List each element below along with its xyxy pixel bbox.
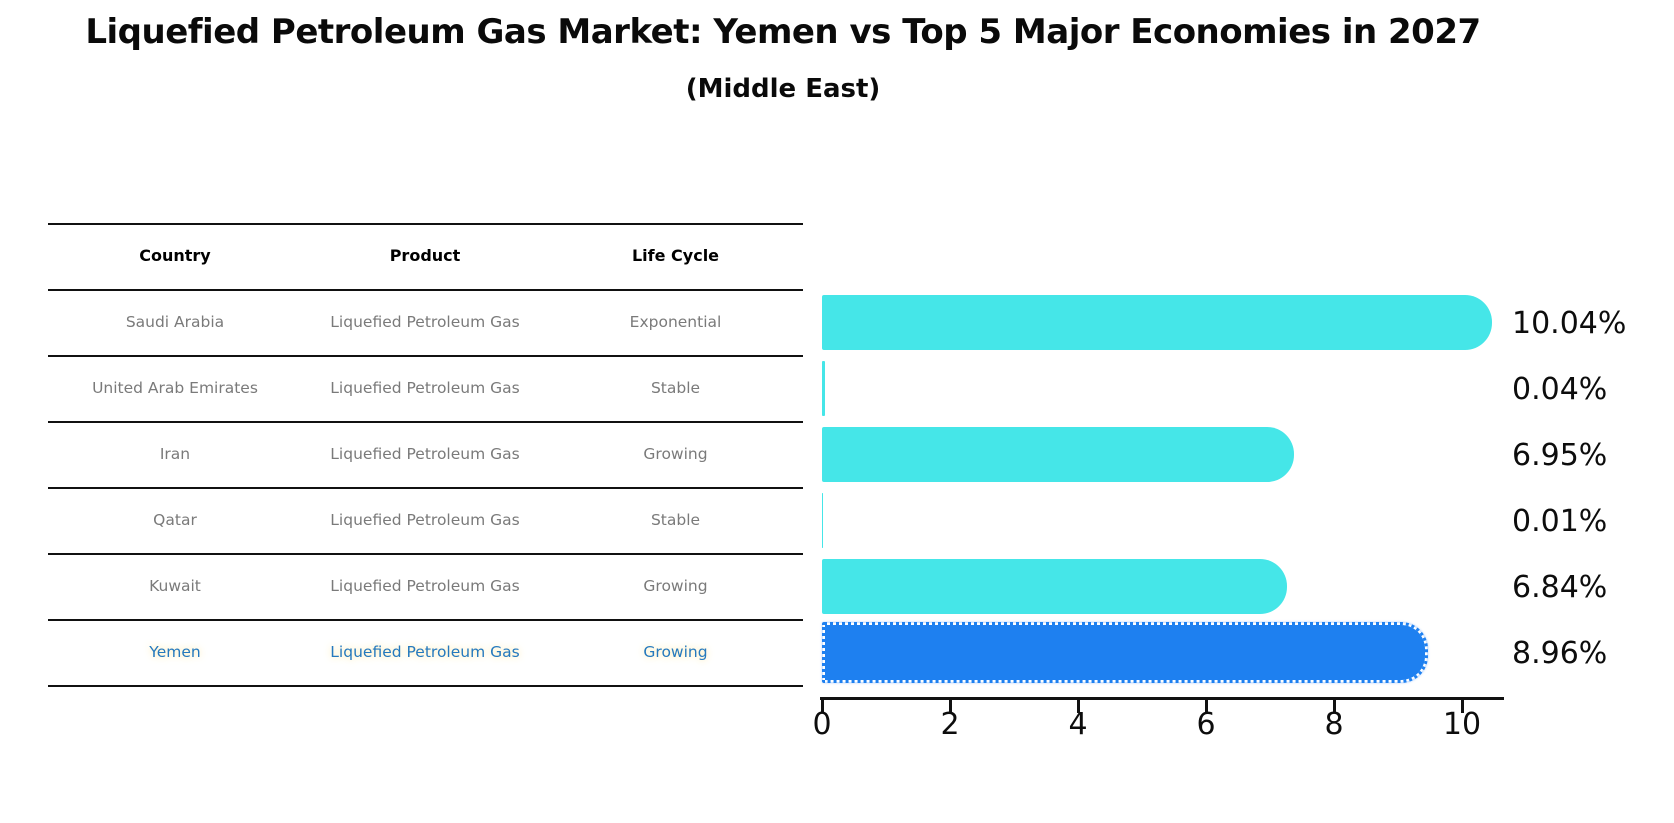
value-label: 6.95% bbox=[1512, 438, 1608, 473]
cell-product: Liquefied Petroleum Gas bbox=[330, 643, 520, 661]
table-separator-line bbox=[48, 553, 803, 555]
cell-country: Qatar bbox=[153, 511, 197, 529]
x-axis-tick bbox=[1076, 699, 1080, 713]
column-header-country: Country bbox=[139, 246, 211, 265]
x-axis-tick-label: 6 bbox=[1196, 707, 1216, 742]
bar-yemen bbox=[822, 621, 1429, 683]
cell-country: Yemen bbox=[149, 643, 201, 661]
x-axis-tick-label: 8 bbox=[1324, 707, 1344, 742]
cell-lifecycle: Exponential bbox=[629, 313, 722, 331]
bar-united-arab-emirates bbox=[822, 360, 825, 416]
table-separator-line bbox=[48, 619, 803, 621]
x-axis-tick bbox=[1460, 699, 1464, 713]
cell-product: Liquefied Petroleum Gas bbox=[330, 445, 520, 463]
cell-product: Liquefied Petroleum Gas bbox=[330, 313, 520, 331]
bar-qatar bbox=[822, 492, 824, 548]
value-label: 0.01% bbox=[1512, 504, 1608, 539]
x-axis-tick-label: 2 bbox=[940, 707, 960, 742]
x-axis-tick-label: 4 bbox=[1068, 707, 1088, 742]
cell-product: Liquefied Petroleum Gas bbox=[330, 577, 520, 595]
cell-product: Liquefied Petroleum Gas bbox=[330, 379, 520, 397]
cell-country: United Arab Emirates bbox=[92, 379, 258, 397]
table-separator-line bbox=[48, 355, 803, 357]
x-axis-tick bbox=[1204, 699, 1208, 713]
cell-lifecycle: Stable bbox=[650, 511, 701, 529]
x-axis-line bbox=[820, 697, 1504, 700]
cell-lifecycle: Stable bbox=[650, 379, 701, 397]
table-separator-line bbox=[48, 289, 803, 291]
table-separator-line bbox=[48, 421, 803, 423]
value-label: 8.96% bbox=[1512, 636, 1608, 671]
column-header-product: Product bbox=[389, 246, 461, 265]
cell-country: Iran bbox=[159, 445, 191, 463]
x-axis-tick bbox=[948, 699, 952, 713]
bar-iran bbox=[822, 426, 1294, 482]
cell-lifecycle: Growing bbox=[643, 643, 708, 661]
chart-subtitle: (Middle East) bbox=[685, 74, 881, 104]
x-axis-tick-label: 0 bbox=[812, 707, 832, 742]
x-axis-tick bbox=[820, 699, 824, 713]
table-separator-line bbox=[48, 223, 803, 225]
cell-country: Kuwait bbox=[149, 577, 201, 595]
chart-title: Liquefied Petroleum Gas Market: Yemen vs… bbox=[85, 12, 1481, 52]
table-separator-line bbox=[48, 685, 803, 687]
value-label: 6.84% bbox=[1512, 570, 1608, 605]
table-separator-line bbox=[48, 487, 803, 489]
cell-lifecycle: Growing bbox=[643, 445, 708, 463]
cell-country: Saudi Arabia bbox=[125, 313, 225, 331]
cell-product: Liquefied Petroleum Gas bbox=[330, 511, 520, 529]
value-label: 0.04% bbox=[1512, 372, 1608, 407]
value-label: 10.04% bbox=[1512, 306, 1627, 341]
bar-saudi-arabia bbox=[822, 294, 1492, 350]
x-axis-tick-label: 10 bbox=[1442, 707, 1482, 742]
bar-kuwait bbox=[822, 558, 1287, 614]
column-header-lifecycle: Life Cycle bbox=[631, 246, 720, 265]
cell-lifecycle: Growing bbox=[643, 577, 708, 595]
x-axis-tick bbox=[1332, 699, 1336, 713]
